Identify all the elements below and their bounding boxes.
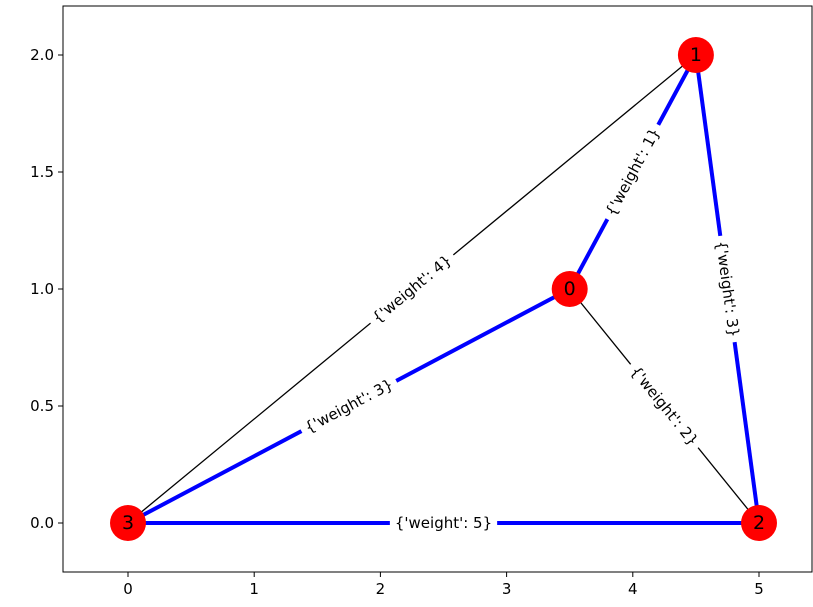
edge-label-background	[389, 511, 498, 535]
y-tick-label: 1.0	[30, 280, 54, 298]
y-tick-label: 1.5	[30, 163, 54, 181]
y-tick-label: 0.0	[30, 514, 54, 532]
x-tick-label: 1	[249, 580, 259, 598]
x-tick-label: 0	[123, 580, 133, 598]
y-tick-label: 0.5	[30, 397, 54, 415]
node-label: 3	[122, 512, 134, 534]
edge-label-2-3: {'weight': 5}	[389, 511, 498, 535]
edge-label-layer: {'weight': 1}{'weight': 2}{'weight': 3}{…	[295, 119, 747, 535]
y-axis: 0.0 0.5 1.0 1.5 2.0	[30, 46, 63, 532]
node-2: 2	[741, 505, 777, 541]
node-circle	[741, 505, 777, 541]
x-axis: 0 1 2 3 4 5	[123, 572, 764, 598]
edge-label-background	[708, 234, 747, 344]
x-tick-label: 3	[502, 580, 512, 598]
edge-label-text: {'weight': 3}	[302, 375, 396, 436]
edge-label-background	[596, 119, 669, 225]
edge-label-background	[362, 245, 461, 333]
edge-label-0-2: {'weight': 2}	[621, 356, 708, 456]
node-layer: 0 1 2 3	[110, 37, 777, 541]
node-circle	[677, 37, 714, 73]
node-label: 0	[564, 278, 576, 300]
node-3: 3	[110, 505, 146, 541]
edge-layer	[127, 54, 761, 525]
edge-label-1-2: {'weight': 3}	[708, 234, 747, 344]
x-tick-label: 4	[628, 580, 638, 598]
edge-label-background	[621, 356, 708, 456]
node-1: 1	[677, 37, 714, 73]
x-tick-label: 2	[376, 580, 386, 598]
edge-label-0-1: {'weight': 1}	[596, 119, 669, 225]
edge-label-background	[295, 370, 402, 442]
node-0: 0	[551, 271, 588, 307]
edge-label-text: {'weight': 5}	[395, 514, 492, 532]
edge-label-text: {'weight': 4}	[369, 251, 456, 327]
edge-label-0-3: {'weight': 3}	[295, 370, 402, 442]
x-tick-label: 5	[754, 580, 764, 598]
edge-label-1-3: {'weight': 4}	[362, 245, 461, 333]
node-label: 2	[753, 512, 765, 534]
node-circle	[551, 271, 588, 307]
edge-label-text: {'weight': 2}	[627, 363, 702, 450]
node-label: 1	[690, 44, 702, 66]
edge-label-text: {'weight': 1}	[602, 125, 664, 219]
node-circle	[110, 505, 146, 541]
y-tick-label: 2.0	[30, 46, 54, 64]
